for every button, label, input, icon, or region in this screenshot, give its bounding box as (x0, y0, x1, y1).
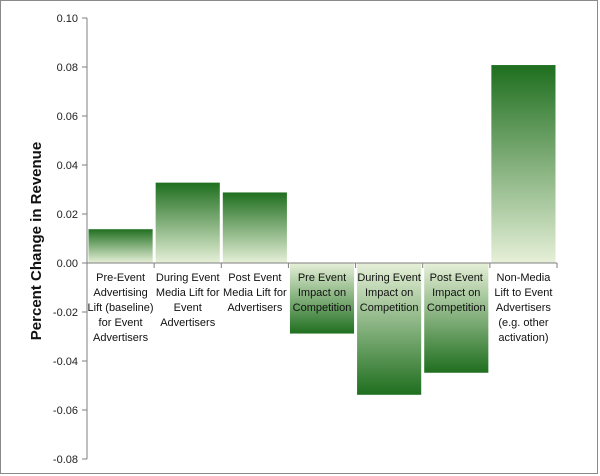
bar (154, 181, 221, 264)
category-label-line: Impact on (365, 287, 413, 299)
category-label-line: Post Event (430, 272, 483, 284)
y-tick-label: 0.06 (57, 111, 78, 123)
category-label-line: activation) (498, 332, 548, 344)
y-tick-label: -0.08 (53, 454, 78, 466)
y-tick-label: 0.00 (57, 258, 78, 270)
category-labels: Pre-Event Advertising Lift (baseline) for E… (88, 272, 553, 344)
y-tick-label: 0.04 (57, 160, 78, 172)
category-label-line: Competition (360, 302, 419, 314)
bar (221, 191, 288, 264)
bar (490, 64, 557, 264)
y-tick-label: -0.06 (53, 405, 78, 417)
category-label-line: Impact on (298, 287, 346, 299)
category-label-line: During Event (357, 272, 421, 284)
category-label-line: Non-Media (497, 272, 552, 284)
category-label-line: During Event (156, 272, 220, 284)
category-label-line: Advertising (93, 287, 147, 299)
y-tick-label: 0.08 (57, 62, 78, 74)
category-label-line: Media Lift for (223, 287, 287, 299)
bar (356, 262, 423, 396)
axes (86, 18, 558, 459)
category-label-line: Event (174, 302, 202, 314)
category-label-line: Competition (427, 302, 486, 314)
category-label-line: Pre-Event (96, 272, 145, 284)
category-label-line: Media Lift for (156, 287, 220, 299)
y-axis-ticks: 0.10 0.08 0.06 0.04 0.02 0.00 -0.02 -0.04 -0.06 -… (53, 13, 87, 466)
category-label-line: Pre Event (298, 272, 346, 284)
category-label: During Event Media Lift for Event Advertise… (156, 272, 220, 329)
category-label-line: Advertisers (227, 302, 283, 314)
category-label: During Event Impact on Competition (357, 272, 421, 314)
bars (87, 64, 557, 396)
category-label-line: Advertisers (93, 332, 149, 344)
bar (423, 262, 490, 374)
category-label-line: Post Event (228, 272, 281, 284)
category-label: Pre Event Impact on Competition (293, 272, 352, 314)
y-tick-label: -0.04 (53, 356, 78, 368)
category-label-line: Competition (293, 302, 352, 314)
category-label-line: Advertisers (160, 317, 216, 329)
category-label-line: Lift (baseline) (88, 302, 154, 314)
category-label-line: Advertisers (496, 302, 552, 314)
bar (87, 228, 154, 264)
y-tick-label: -0.02 (53, 307, 78, 319)
category-label: Post Event Impact on Competition (427, 272, 486, 314)
y-tick-label: 0.02 (57, 209, 78, 221)
y-tick-label: 0.10 (57, 13, 78, 25)
category-label: Non-Media Lift to Event Advertisers (e.g. o… (494, 272, 552, 344)
y-axis-title: Percent Change in Revenue (28, 142, 45, 340)
category-label-line: (e.g. other (498, 317, 548, 329)
category-label: Post Event Media Lift for Advertisers (223, 272, 287, 314)
category-label-line: for Event (99, 317, 143, 329)
category-label: Pre-Event Advertising Lift (baseline) for E… (88, 272, 154, 344)
category-label-line: Impact on (432, 287, 480, 299)
category-label-line: Lift to Event (494, 287, 552, 299)
